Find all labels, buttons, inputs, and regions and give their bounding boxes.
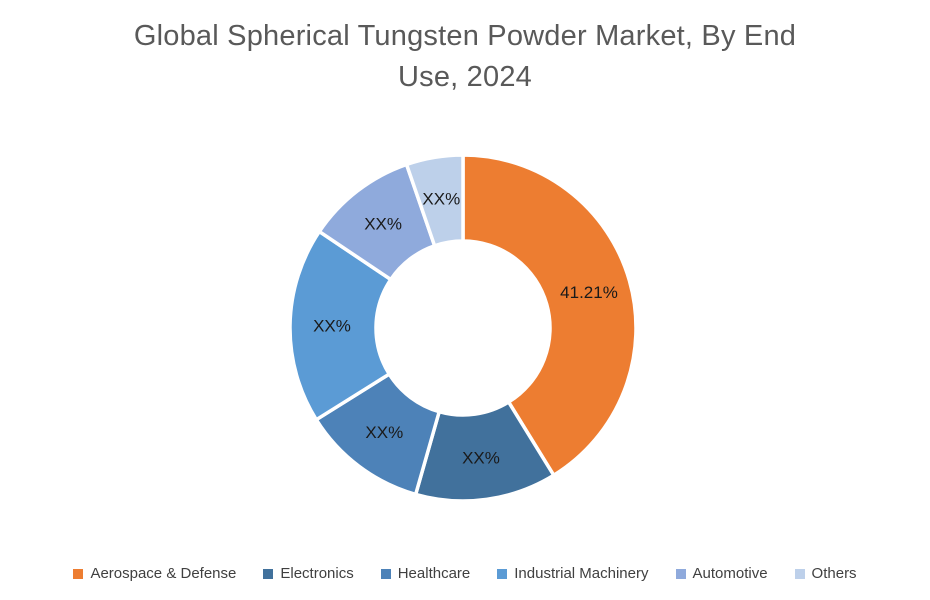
donut-chart: 41.21% XX% XX% XX% XX% XX% — [288, 153, 638, 503]
legend-item-aerospace-defense: Aerospace & Defense — [73, 565, 236, 582]
legend-item-healthcare: Healthcare — [380, 565, 471, 582]
legend-swatch-automotive — [675, 568, 686, 579]
legend-swatch-electronics — [263, 568, 274, 579]
legend-swatch-industrial-machinery — [497, 568, 508, 579]
legend-label-others: Others — [811, 565, 857, 582]
legend-label-industrial-machinery: Industrial Machinery — [514, 565, 649, 582]
slice-label-others: XX% — [422, 189, 460, 208]
legend-label-aerospace-defense: Aerospace & Defense — [90, 565, 237, 582]
chart-title: Global Spherical Tungsten Powder Market,… — [0, 16, 930, 97]
chart-title-line1: Global Spherical Tungsten Powder Market,… — [133, 20, 797, 52]
slice-aerospace-defense — [461, 153, 638, 478]
legend-label-automotive: Automotive — [692, 565, 768, 582]
legend-swatch-healthcare — [380, 568, 391, 579]
legend-label-electronics: Electronics — [280, 565, 354, 582]
slice-label-healthcare: XX% — [365, 423, 403, 442]
slice-label-industrial-machinery: XX% — [313, 316, 351, 335]
legend-label-healthcare: Healthcare — [397, 565, 471, 582]
legend-swatch-others — [794, 568, 805, 579]
legend-item-others: Others — [794, 565, 857, 582]
legend-item-industrial-machinery: Industrial Machinery — [497, 565, 649, 582]
slice-label-electronics: XX% — [462, 448, 500, 467]
slice-others — [404, 153, 465, 248]
legend-item-electronics: Electronics — [263, 565, 354, 582]
legend-item-automotive: Automotive — [675, 565, 768, 582]
legend: Aerospace & Defense Electronics Healthcare… — [0, 565, 930, 582]
legend-swatch-aerospace-defense — [73, 568, 84, 579]
chart-title-line2: Use, 2024 — [398, 60, 532, 93]
slice-label-automotive: XX% — [364, 215, 402, 234]
slice-label-aerospace-defense: 41.21% — [560, 283, 618, 302]
slice-industrial-machinery — [288, 229, 393, 422]
